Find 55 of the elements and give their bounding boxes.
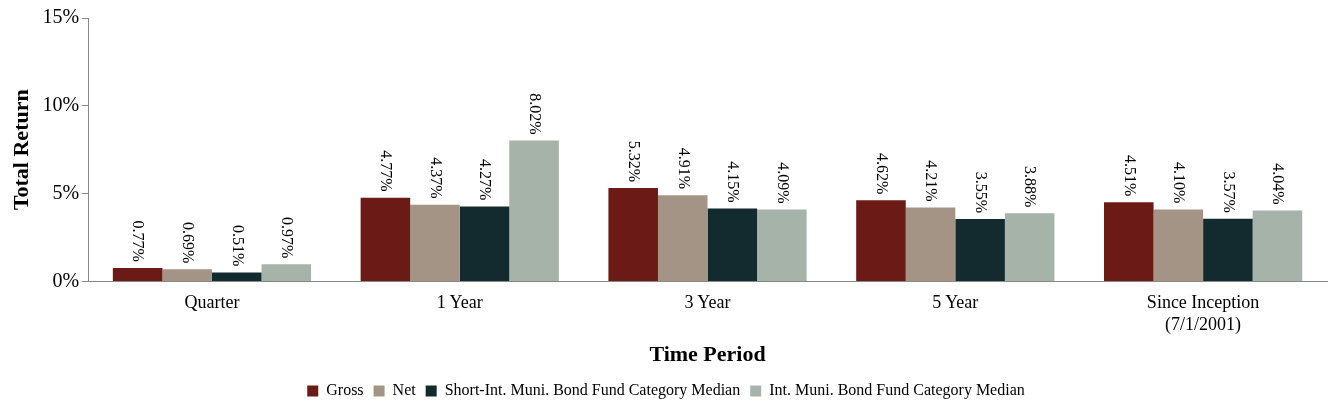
x-tick-label: 5 Year [932,291,979,312]
y-tick-label: 10% [42,93,80,116]
legend-label: Short-Int. Muni. Bond Fund Category Median [444,381,741,400]
data-label: 3.88% [1022,165,1040,208]
data-label: 0.69% [179,221,197,264]
data-label: 4.10% [1171,162,1189,204]
x-tick-label: Since Inception (7/1/2001) [1146,291,1260,335]
bar [707,208,758,281]
data-label: 4.37% [427,157,445,199]
bar [112,267,163,281]
bar [1153,209,1204,281]
data-label: 3.57% [1220,171,1238,213]
x-tick-label: 3 Year [684,291,731,312]
data-label: 4.62% [873,152,891,195]
data-label: 4.21% [923,160,941,202]
y-tick-label: 15% [42,5,80,28]
bar [657,195,708,281]
data-label: 4.91% [675,147,693,190]
bar [1203,218,1253,281]
data-label: 0.97% [279,217,297,259]
data-label: 4.04% [1270,163,1288,205]
y-tick-label: 5% [52,180,80,203]
x-axis-title: Time Period [649,341,766,367]
y-axis-title: Total Return [7,89,33,211]
x-tick-label: Quarter [184,291,240,312]
legend-label: Int. Muni. Bond Fund Category Median [769,381,1025,400]
data-label: 4.27% [477,159,495,201]
bar [360,197,411,281]
bar [162,269,212,281]
bar [955,219,1005,281]
bar [757,209,807,281]
data-label: 3.55% [972,171,990,214]
data-label: 8.02% [526,93,544,135]
bar [410,204,460,281]
bar [459,206,510,281]
y-tick-label: 0% [52,268,80,291]
bar [905,207,956,281]
legend-label: Gross [326,381,364,399]
x-tick-label: 1 Year [436,291,483,312]
bar [856,200,906,281]
bar [211,272,262,281]
data-label: 4.77% [378,150,396,192]
data-label: 4.15% [725,161,743,203]
bar [1103,202,1154,281]
bar [1004,213,1055,281]
data-label: 5.32% [625,140,643,182]
bar [608,187,658,281]
legend-label: Net [392,381,417,399]
data-label: 4.09% [774,162,792,204]
bar [1252,210,1303,281]
data-label: 0.77% [130,220,148,262]
data-label: 4.51% [1121,154,1139,197]
bar [509,140,559,281]
bar [261,264,312,281]
data-label: 0.51% [229,225,247,267]
